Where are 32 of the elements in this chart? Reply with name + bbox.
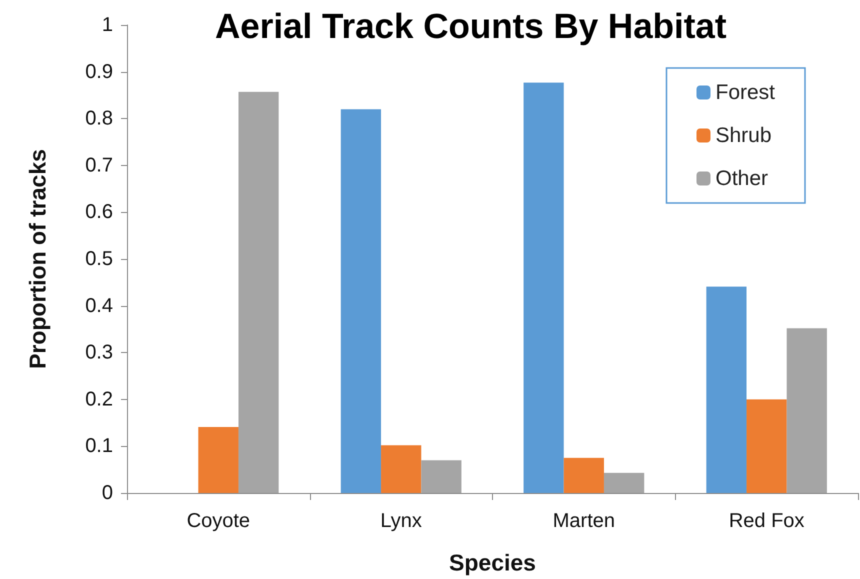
bar — [198, 427, 238, 493]
bar — [238, 92, 279, 493]
chart-title: Aerial Track Counts By Habitat — [215, 7, 727, 46]
x-tick-label: Lynx — [380, 510, 422, 532]
y-tick-label: 0.1 — [85, 435, 113, 458]
bar — [564, 458, 604, 493]
bar — [524, 82, 564, 493]
x-tick-label: Red Fox — [728, 510, 804, 532]
x-tick-label: Coyote — [186, 510, 250, 532]
y-tick-label: 0.5 — [85, 248, 113, 270]
y-tick-label: 0.2 — [85, 388, 113, 410]
legend-label: Other — [715, 167, 768, 190]
bar — [421, 460, 462, 493]
x-tick-label: Marten — [552, 510, 615, 532]
x-axis-title: Species — [449, 550, 536, 576]
y-tick-label: 1 — [102, 14, 113, 36]
bar — [706, 286, 747, 493]
bar — [381, 445, 422, 493]
y-tick-label: 0.4 — [85, 294, 113, 317]
y-tick-label: 0.8 — [85, 108, 113, 130]
y-tick-label: 0.6 — [85, 201, 113, 224]
y-tick-label: 0 — [102, 482, 113, 504]
y-axis-title: Proportion of tracks — [24, 149, 50, 369]
y-tick-label: 0.7 — [85, 154, 113, 176]
bar — [746, 399, 787, 493]
y-tick-label: 0.9 — [85, 60, 113, 83]
y-tick-label: 0.3 — [85, 342, 113, 364]
bar — [340, 109, 382, 493]
bar — [604, 472, 644, 493]
legend-label: Forest — [715, 81, 776, 104]
bar — [786, 328, 827, 493]
legend-label: Shrub — [715, 124, 772, 147]
